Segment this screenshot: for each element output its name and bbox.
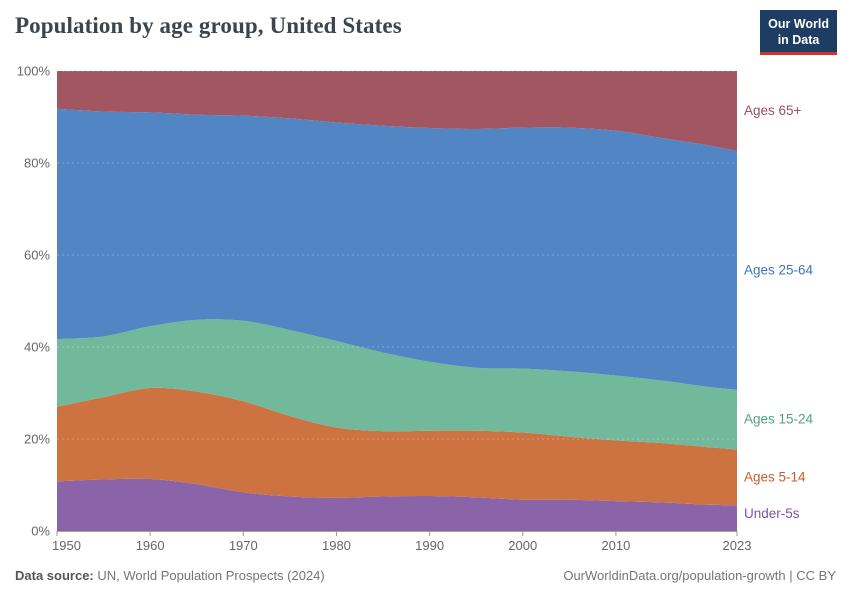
legend-label-ages-15-24[interactable]: Ages 15-24: [744, 412, 814, 427]
y-tick-label-20: 20%: [24, 432, 50, 447]
chart-footer: Data source: UN, World Population Prospe…: [15, 568, 836, 583]
owid-logo-line2: in Data: [777, 33, 820, 47]
data-source-text: UN, World Population Prospects (2024): [97, 568, 325, 583]
y-tick-label-40: 40%: [24, 340, 50, 355]
x-tick-label-1990: 1990: [415, 538, 444, 553]
area-ages-5-14[interactable]: [57, 387, 737, 506]
y-tick-label-100: 100%: [17, 64, 51, 79]
y-tick-label-0: 0%: [31, 524, 50, 539]
x-tick-label-2010: 2010: [601, 538, 630, 553]
page-title: Population by age group, United States: [15, 13, 402, 38]
legend-label-under-5s[interactable]: Under-5s: [744, 506, 800, 521]
legend-label-ages-5-14[interactable]: Ages 5-14: [744, 469, 806, 484]
legend-label-ages-25-64[interactable]: Ages 25-64: [744, 262, 814, 277]
data-source: Data source: UN, World Population Prospe…: [15, 568, 325, 583]
owid-logo-line1: Our World: [768, 17, 829, 31]
y-tick-label-80: 80%: [24, 156, 50, 171]
y-tick-label-60: 60%: [24, 248, 50, 263]
footer-separator: |: [785, 568, 797, 583]
x-tick-label-1970: 1970: [229, 538, 258, 553]
x-tick-label-1950: 1950: [52, 538, 81, 553]
x-tick-label-2000: 2000: [508, 538, 537, 553]
license-badge: CC BY: [796, 568, 836, 583]
owid-logo: Our World in Data: [760, 10, 837, 55]
owid-link[interactable]: OurWorldinData.org/population-growth: [563, 568, 786, 583]
x-tick-label-2023: 2023: [723, 538, 752, 553]
legend-label-ages-65[interactable]: Ages 65+: [744, 103, 802, 118]
x-tick-label-1980: 1980: [322, 538, 351, 553]
area-ages-15-24[interactable]: [57, 319, 737, 450]
stacked-area-chart[interactable]: 0% 20% 40% 60% 80% 100% 1950 1960 1970 1980 1990 20…: [0, 0, 850, 560]
x-tick-label-1960: 1960: [136, 538, 165, 553]
area-ages-25-64[interactable]: [57, 108, 737, 390]
footer-credit: OurWorldinData.org/population-growth | C…: [563, 568, 836, 583]
data-source-label: Data source:: [15, 568, 94, 583]
area-ages-65[interactable]: [57, 71, 737, 152]
area-under-5s[interactable]: [57, 478, 737, 531]
